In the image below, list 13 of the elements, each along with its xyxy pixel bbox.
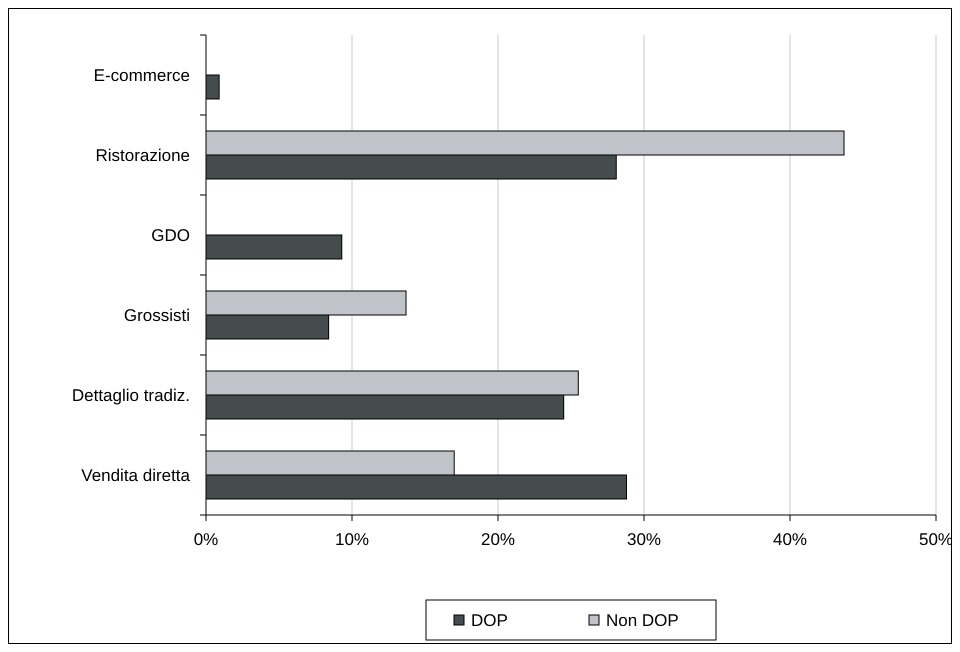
x-tick-label: 30% bbox=[626, 530, 662, 549]
y-tick-label: Grossisti bbox=[124, 306, 190, 325]
legend-label: DOP bbox=[471, 611, 508, 630]
x-tick-label: 0% bbox=[194, 530, 218, 549]
y-tick-label: Ristorazione bbox=[96, 146, 190, 165]
x-tick-label: 20% bbox=[480, 530, 516, 549]
y-tick-label: Dettaglio tradiz. bbox=[72, 386, 190, 405]
x-tick-label: 40% bbox=[772, 530, 808, 549]
legend-label: Non DOP bbox=[606, 611, 679, 630]
y-tick-label: Vendita diretta bbox=[81, 466, 191, 485]
x-tick-label: 10% bbox=[334, 530, 370, 549]
y-tick-label: GDO bbox=[151, 226, 190, 245]
y-tick-label: E-commerce bbox=[94, 66, 190, 85]
